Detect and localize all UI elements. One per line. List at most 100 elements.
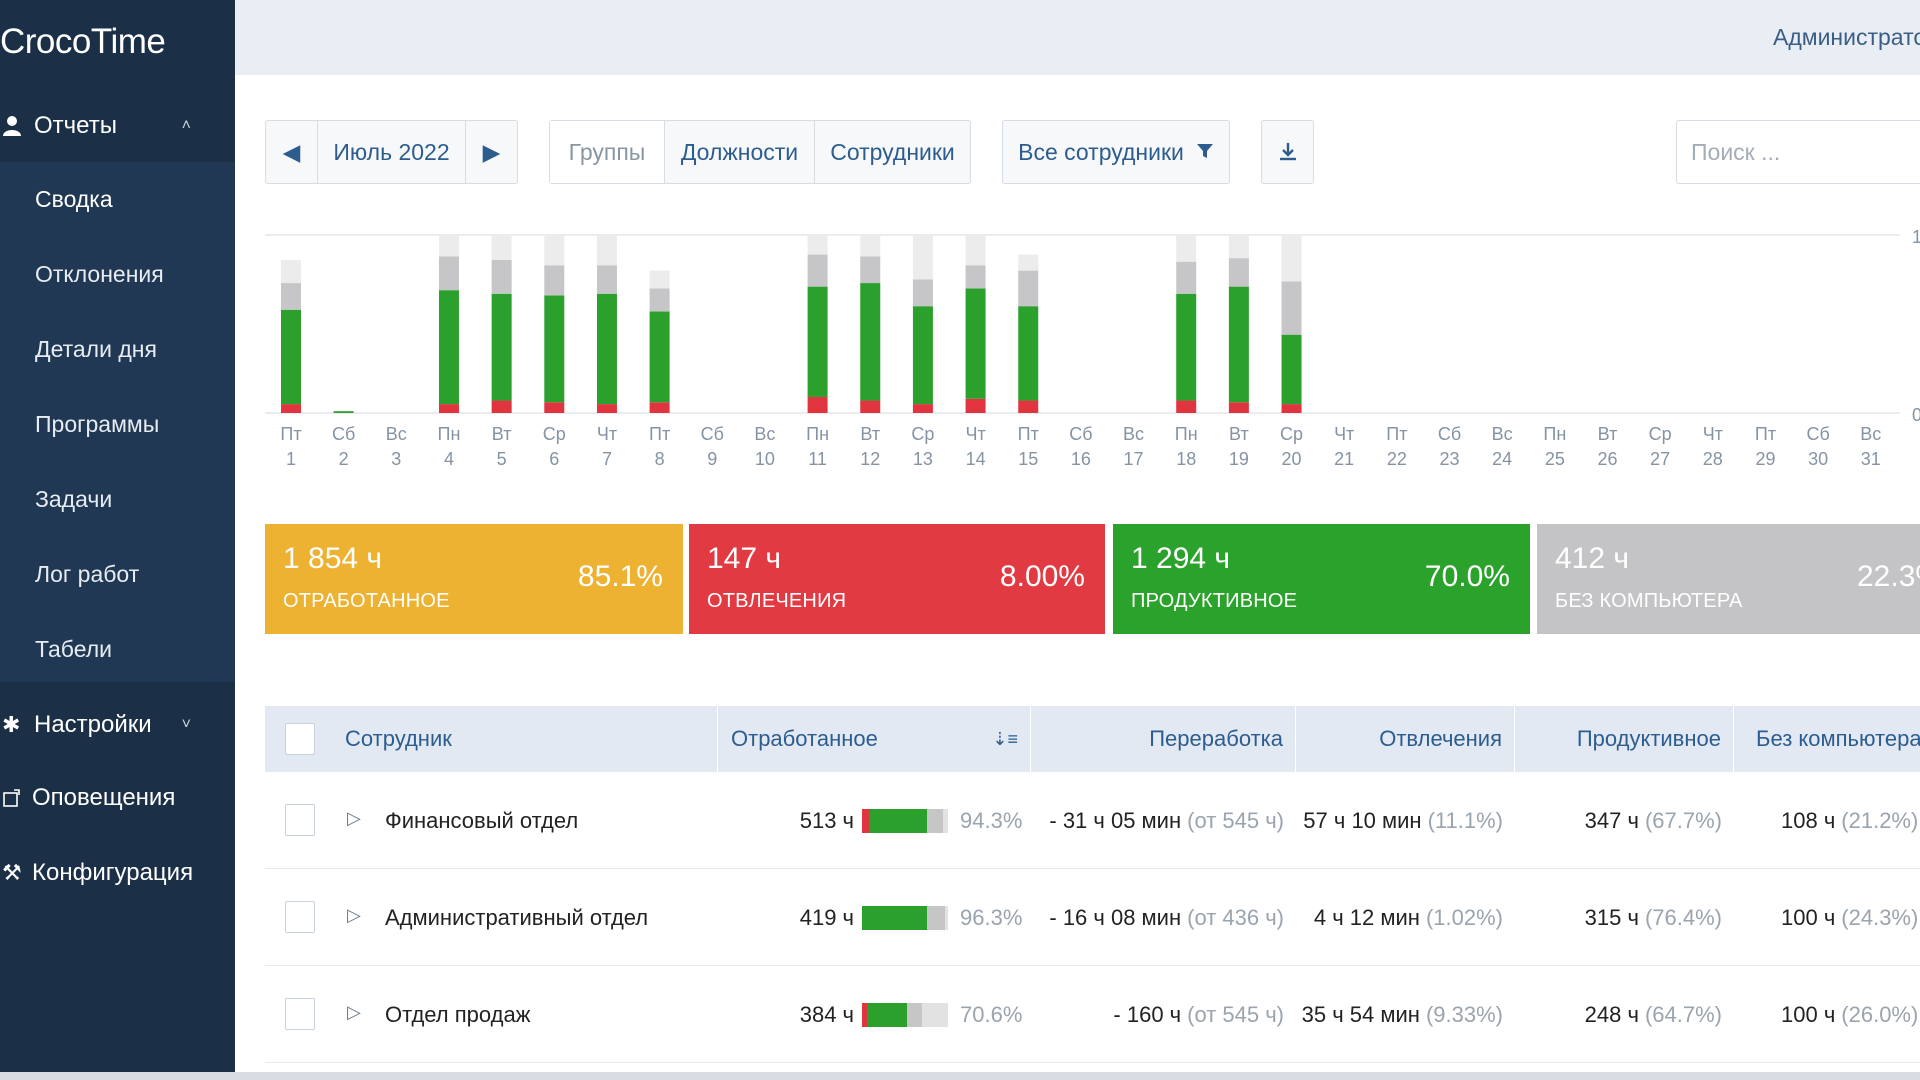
weekday-label: Пт	[1386, 424, 1408, 444]
employee-filter[interactable]: Все сотрудники	[1002, 120, 1230, 184]
y-axis-label-min: 0	[1912, 405, 1920, 425]
chart-bar-no_computer	[807, 254, 828, 287]
sidebar-item-timesheets[interactable]: Табели	[35, 636, 113, 662]
employee-filter-button[interactable]: Все сотрудники	[1003, 121, 1229, 183]
bell-icon	[0, 788, 32, 808]
chart-bar-distraction	[1281, 404, 1302, 413]
next-month-button[interactable]: ▶	[466, 121, 517, 183]
day-label: Сб 23	[1424, 422, 1476, 472]
table-row[interactable]: ▷ Отдел продаж 384 ч 70.6% - 160 ч (от 5…	[265, 966, 1920, 1063]
row-checkbox[interactable]	[285, 901, 315, 933]
table-row[interactable]: ▷ Финансовый отдел 513 ч 94.3% - 31 ч 05…	[265, 772, 1920, 869]
weekday-label: Пн	[437, 424, 461, 444]
row-no-computer: 100 ч (26.0%)	[1734, 966, 1920, 1063]
nav-section-settings[interactable]: ✱ Настройки ˅	[0, 692, 235, 758]
expand-icon[interactable]: ▷	[347, 808, 361, 828]
horizontal-scrollbar[interactable]	[0, 1072, 1920, 1080]
weekday-label: Пт	[280, 424, 302, 444]
chart-bar-productive	[965, 288, 986, 399]
sidebar-item-summary[interactable]: Сводка	[35, 186, 113, 212]
sidebar-item-tasks[interactable]: Задачи	[35, 486, 113, 512]
row-no-computer: 108 ч (21.2%)	[1734, 772, 1920, 869]
row-overtime-base: (от 436 ч)	[1187, 904, 1284, 930]
day-label: Вс 3	[370, 422, 422, 472]
weekday-label: Пт	[1754, 424, 1777, 444]
weekday-label: Сб	[700, 424, 724, 444]
nav-section-config[interactable]: ⚒ Конфигурация	[0, 840, 235, 906]
row-overtime: - 31 ч 05 мин (от 545 ч)	[1031, 772, 1284, 869]
chevron-right-icon: ▶	[482, 138, 501, 165]
sidebar-item-programs[interactable]: Программы	[35, 411, 160, 437]
column-distraction[interactable]: Отвлечения	[1296, 706, 1515, 772]
day-number-label: 25	[1544, 449, 1565, 470]
select-all-checkbox[interactable]	[285, 723, 315, 755]
row-checkbox[interactable]	[285, 998, 315, 1030]
row-overtime-base: (от 545 ч)	[1187, 1001, 1284, 1027]
sidebar-item-deviations[interactable]: Отклонения	[35, 261, 164, 287]
table-row[interactable]: ▷ Административный отдел 419 ч 96.3% - 1…	[265, 869, 1920, 966]
nav-section-reports[interactable]: Отчеты ˄	[0, 93, 235, 159]
tab-positions[interactable]: Должности	[665, 121, 815, 183]
chart-bar-rest	[1281, 235, 1302, 282]
weekday-label: Пт	[1017, 424, 1039, 444]
day-label: Сб 30	[1792, 422, 1844, 472]
tab-groups[interactable]: Группы	[550, 121, 665, 183]
column-no-computer[interactable]: Без компьютера	[1756, 726, 1920, 751]
column-employee[interactable]: Сотрудник	[265, 706, 718, 772]
day-number-label: 13	[912, 449, 933, 470]
day-label: Вт 5	[476, 422, 528, 472]
nav-section-notifications[interactable]: Оповещения	[0, 765, 235, 831]
column-overtime[interactable]: Переработка	[1031, 706, 1296, 772]
day-label: Пт 8	[634, 422, 686, 472]
user-menu[interactable]: Администратор	[1773, 24, 1920, 50]
download-icon	[1262, 121, 1313, 183]
day-number-label: 3	[391, 449, 402, 470]
day-number-label: 21	[1334, 449, 1355, 470]
day-number-label: 17	[1123, 449, 1144, 470]
expand-icon[interactable]: ▷	[347, 905, 361, 925]
row-distraction-pct: (1.02%)	[1425, 904, 1503, 930]
day-label: Пн 25	[1529, 422, 1581, 472]
stat-no-computer-pct: 22.3%	[1857, 560, 1920, 593]
expand-icon[interactable]: ▷	[347, 1002, 361, 1022]
chart-bar-productive	[1176, 293, 1197, 401]
row-name[interactable]: Административный отдел	[385, 904, 649, 930]
weekday-label: Сб	[332, 424, 356, 444]
row-checkbox[interactable]	[285, 804, 315, 836]
chart-bar-no_computer	[596, 265, 617, 294]
download-button[interactable]	[1261, 120, 1314, 184]
day-number-label: 19	[1228, 449, 1249, 470]
stat-card-no-computer: 412 ч БЕЗ КОМПЬЮТЕРА 22.3%	[1537, 524, 1920, 634]
row-distraction-value: 4 ч 12 мин	[1313, 904, 1420, 930]
chart-bar-rest	[544, 235, 565, 266]
nav-section-reports-label: Отчеты	[34, 112, 117, 139]
day-label: Чт 7	[581, 422, 633, 472]
day-number-label: 28	[1702, 449, 1723, 470]
chart-bar-rest	[860, 235, 881, 257]
tab-employees[interactable]: Сотрудники	[830, 138, 955, 165]
search-input[interactable]	[1677, 121, 1920, 183]
row-name[interactable]: Отдел продаж	[385, 1001, 531, 1027]
row-overtime: - 160 ч (от 545 ч)	[1031, 966, 1284, 1063]
row-productive: 248 ч (64.7%)	[1515, 966, 1722, 1063]
row-productive-pct: (64.7%)	[1644, 1001, 1722, 1027]
column-worked[interactable]: Отработанное ⇣≡	[718, 706, 1031, 772]
row-worked: 419 ч	[799, 904, 854, 930]
day-label: Пт 22	[1371, 422, 1423, 472]
day-number-label: 10	[754, 449, 775, 470]
day-label: Сб 16	[1055, 422, 1107, 472]
prev-month-button[interactable]: ◀	[266, 121, 318, 183]
sidebar-item-day-details[interactable]: Детали дня	[35, 336, 157, 362]
bar-no-computer	[927, 906, 945, 930]
sidebar-item-work-log[interactable]: Лог работ	[35, 561, 140, 587]
column-productive[interactable]: Продуктивное	[1515, 706, 1734, 772]
day-label: Сб 2	[318, 422, 370, 472]
row-overtime-base: (от 545 ч)	[1187, 807, 1284, 833]
chart-bar-productive	[544, 295, 565, 403]
row-name[interactable]: Финансовый отдел	[385, 807, 579, 833]
month-label[interactable]: Июль 2022	[318, 121, 466, 183]
nav-section-notifications-label: Оповещения	[32, 784, 176, 811]
chart-bar-rest	[1176, 235, 1197, 262]
stat-card-worked: 1 854 ч ОТРАБОТАННОЕ 85.1%	[265, 524, 683, 634]
day-number-label: 16	[1070, 449, 1091, 470]
